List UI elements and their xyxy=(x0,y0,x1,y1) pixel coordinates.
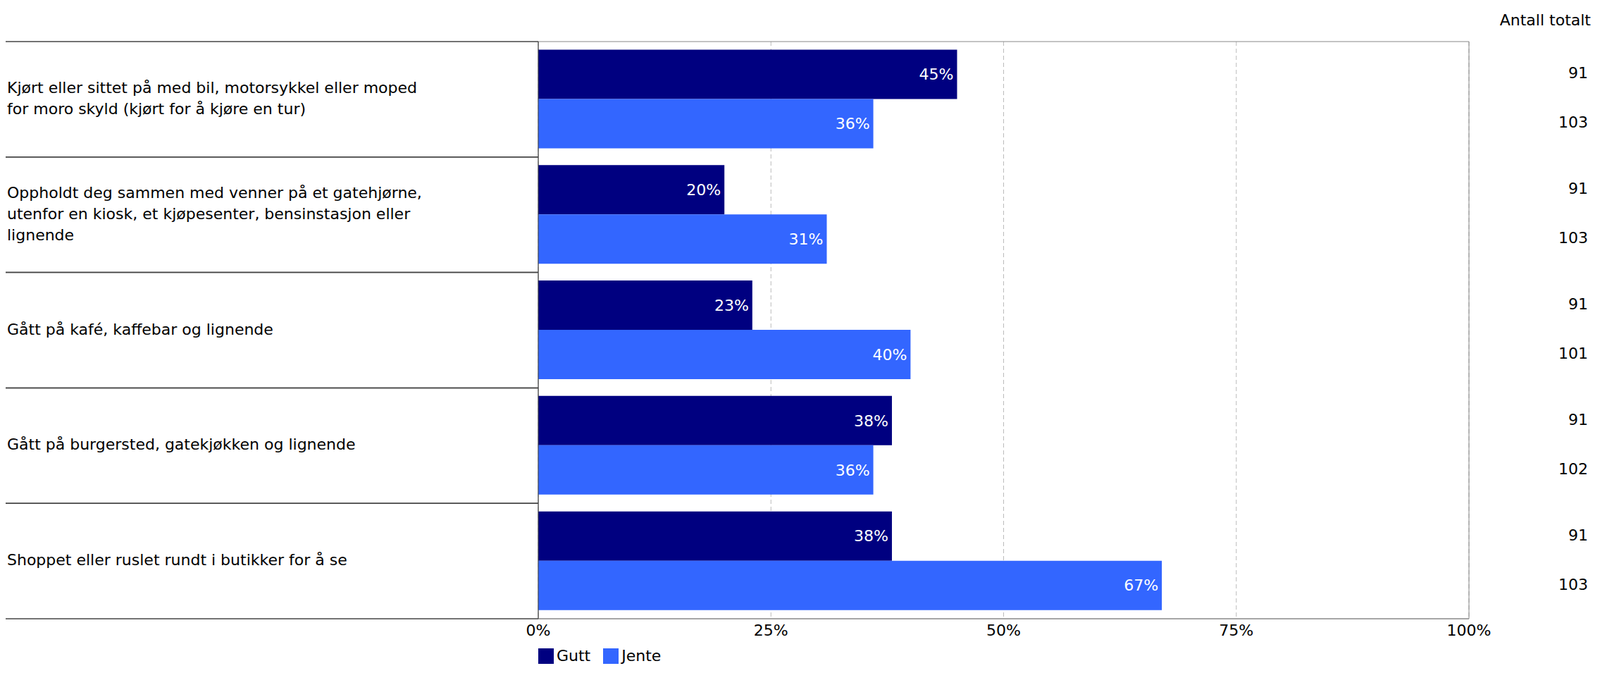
svg-text:0%: 0% xyxy=(526,621,551,640)
html-text:Antall totalt: Antall totalt xyxy=(1499,11,1591,29)
html-text:Jente: Jente xyxy=(621,646,662,665)
svg-text:36%: 36% xyxy=(835,461,871,480)
svg-text:36%: 36% xyxy=(835,114,871,133)
svg-text:91: 91 xyxy=(1568,295,1589,313)
svg-text:25%: 25% xyxy=(753,621,789,640)
svg-text:101: 101 xyxy=(1558,344,1589,363)
svg-text:38%: 38% xyxy=(853,526,889,545)
svg-text:Shoppet eller ruslet rundt i b: Shoppet eller ruslet rundt i butikker fo… xyxy=(7,550,348,569)
svg-text:100%: 100% xyxy=(1447,621,1492,640)
svg-text:Gått på kafé, kaffebar og lign: Gått på kafé, kaffebar og lignende xyxy=(7,320,274,339)
svg-text:103: 103 xyxy=(1558,575,1589,594)
svg-text:75%: 75% xyxy=(1218,621,1254,640)
html-text:Gutt: Gutt xyxy=(556,646,591,665)
svg-text:103: 103 xyxy=(1558,113,1589,132)
svg-text:102: 102 xyxy=(1558,460,1589,478)
svg-text:Kjørt eller sittet på med bil,: Kjørt eller sittet på med bil, motorsykk… xyxy=(7,78,418,118)
svg-text:Oppholdt deg sammen med venner: Oppholdt deg sammen med venner på et gat… xyxy=(7,183,423,244)
svg-text:50%: 50% xyxy=(986,621,1021,640)
svg-text:45%: 45% xyxy=(919,65,954,84)
svg-text:103: 103 xyxy=(1558,228,1589,247)
svg-text:67%: 67% xyxy=(1123,576,1159,594)
svg-text:23%: 23% xyxy=(714,296,749,315)
svg-text:Gått på burgersted, gatekjøkke: Gått på burgersted, gatekjøkken og ligne… xyxy=(7,435,356,454)
svg-text:91: 91 xyxy=(1568,179,1589,198)
svg-text:91: 91 xyxy=(1568,526,1589,544)
svg-text:40%: 40% xyxy=(872,345,907,364)
svg-text:91: 91 xyxy=(1568,64,1589,82)
svg-text:31%: 31% xyxy=(789,230,824,248)
svg-text:91: 91 xyxy=(1568,410,1589,429)
svg-text:20%: 20% xyxy=(686,181,721,199)
svg-text:38%: 38% xyxy=(853,412,889,430)
